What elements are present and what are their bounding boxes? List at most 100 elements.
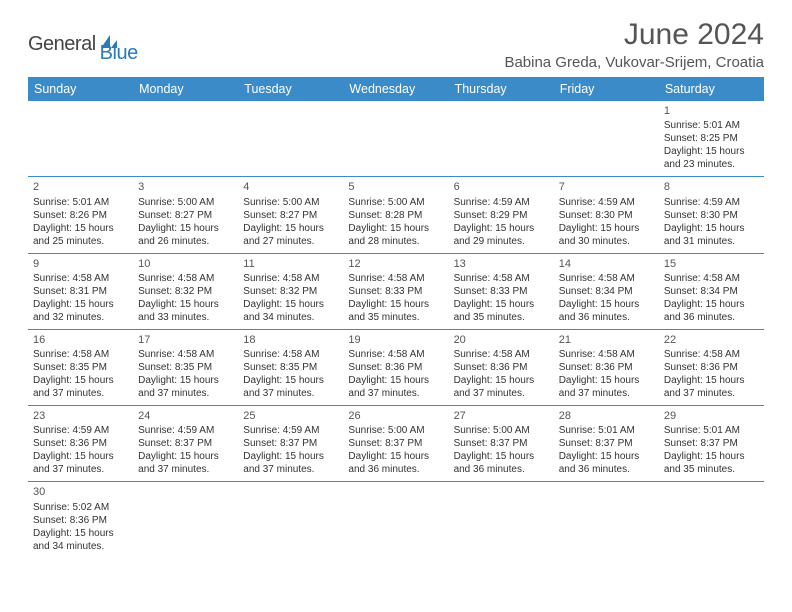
daylight-text-1: Daylight: 15 hours: [348, 222, 443, 235]
day-number: 19: [348, 333, 443, 347]
day-number: 17: [138, 333, 233, 347]
week-row: 16Sunrise: 4:58 AMSunset: 8:35 PMDayligh…: [28, 329, 764, 405]
sunrise-text: Sunrise: 5:01 AM: [664, 119, 759, 132]
daylight-text-2: and 25 minutes.: [33, 235, 128, 248]
day-header: Wednesday: [343, 77, 448, 101]
daylight-text-1: Daylight: 15 hours: [33, 450, 128, 463]
daylight-text-1: Daylight: 15 hours: [559, 298, 654, 311]
daylight-text-2: and 32 minutes.: [33, 311, 128, 324]
sunset-text: Sunset: 8:37 PM: [454, 437, 549, 450]
day-cell: 8Sunrise: 4:59 AMSunset: 8:30 PMDaylight…: [659, 177, 764, 253]
sunrise-text: Sunrise: 4:58 AM: [664, 272, 759, 285]
daylight-text-2: and 35 minutes.: [664, 463, 759, 476]
sunset-text: Sunset: 8:36 PM: [454, 361, 549, 374]
daylight-text-2: and 36 minutes.: [559, 311, 654, 324]
sunrise-text: Sunrise: 4:58 AM: [348, 348, 443, 361]
daylight-text-2: and 29 minutes.: [454, 235, 549, 248]
day-header: Friday: [554, 77, 659, 101]
day-cell: 10Sunrise: 4:58 AMSunset: 8:32 PMDayligh…: [133, 253, 238, 329]
day-cell: 20Sunrise: 4:58 AMSunset: 8:36 PMDayligh…: [449, 329, 554, 405]
day-cell: 2Sunrise: 5:01 AMSunset: 8:26 PMDaylight…: [28, 177, 133, 253]
daylight-text-1: Daylight: 15 hours: [33, 222, 128, 235]
day-number: 15: [664, 257, 759, 271]
daylight-text-1: Daylight: 15 hours: [348, 450, 443, 463]
sunrise-text: Sunrise: 4:59 AM: [559, 196, 654, 209]
sunrise-text: Sunrise: 4:58 AM: [243, 272, 338, 285]
empty-cell: [554, 482, 659, 558]
sunrise-text: Sunrise: 5:00 AM: [138, 196, 233, 209]
daylight-text-2: and 34 minutes.: [243, 311, 338, 324]
day-number: 23: [33, 409, 128, 423]
daylight-text-2: and 26 minutes.: [138, 235, 233, 248]
day-cell: 28Sunrise: 5:01 AMSunset: 8:37 PMDayligh…: [554, 406, 659, 482]
daylight-text-1: Daylight: 15 hours: [33, 298, 128, 311]
sunset-text: Sunset: 8:37 PM: [138, 437, 233, 450]
daylight-text-1: Daylight: 15 hours: [243, 222, 338, 235]
day-header: Sunday: [28, 77, 133, 101]
sunset-text: Sunset: 8:37 PM: [559, 437, 654, 450]
sunrise-text: Sunrise: 4:59 AM: [33, 424, 128, 437]
sunset-text: Sunset: 8:35 PM: [243, 361, 338, 374]
sunset-text: Sunset: 8:34 PM: [559, 285, 654, 298]
daylight-text-2: and 37 minutes.: [348, 387, 443, 400]
empty-cell: [238, 482, 343, 558]
sunset-text: Sunset: 8:37 PM: [664, 437, 759, 450]
day-cell: 17Sunrise: 4:58 AMSunset: 8:35 PMDayligh…: [133, 329, 238, 405]
daylight-text-1: Daylight: 15 hours: [33, 527, 128, 540]
daylight-text-1: Daylight: 15 hours: [348, 374, 443, 387]
empty-cell: [449, 101, 554, 177]
daylight-text-1: Daylight: 15 hours: [664, 222, 759, 235]
day-cell: 30Sunrise: 5:02 AMSunset: 8:36 PMDayligh…: [28, 482, 133, 558]
day-cell: 29Sunrise: 5:01 AMSunset: 8:37 PMDayligh…: [659, 406, 764, 482]
daylight-text-2: and 31 minutes.: [664, 235, 759, 248]
empty-cell: [28, 101, 133, 177]
sunset-text: Sunset: 8:33 PM: [454, 285, 549, 298]
daylight-text-2: and 36 minutes.: [664, 311, 759, 324]
sunset-text: Sunset: 8:32 PM: [138, 285, 233, 298]
day-cell: 3Sunrise: 5:00 AMSunset: 8:27 PMDaylight…: [133, 177, 238, 253]
logo-text-blue: Blue: [100, 42, 138, 65]
sunset-text: Sunset: 8:36 PM: [33, 437, 128, 450]
sunrise-text: Sunrise: 4:58 AM: [243, 348, 338, 361]
sunset-text: Sunset: 8:32 PM: [243, 285, 338, 298]
daylight-text-1: Daylight: 15 hours: [138, 450, 233, 463]
daylight-text-2: and 36 minutes.: [348, 463, 443, 476]
day-number: 24: [138, 409, 233, 423]
day-number: 27: [454, 409, 549, 423]
day-number: 12: [348, 257, 443, 271]
daylight-text-2: and 35 minutes.: [454, 311, 549, 324]
page-title: June 2024: [504, 18, 764, 52]
location-text: Babina Greda, Vukovar-Srijem, Croatia: [504, 54, 764, 71]
day-number: 25: [243, 409, 338, 423]
day-cell: 6Sunrise: 4:59 AMSunset: 8:29 PMDaylight…: [449, 177, 554, 253]
daylight-text-2: and 37 minutes.: [664, 387, 759, 400]
sunrise-text: Sunrise: 4:59 AM: [454, 196, 549, 209]
sunrise-text: Sunrise: 4:58 AM: [559, 348, 654, 361]
daylight-text-1: Daylight: 15 hours: [454, 374, 549, 387]
daylight-text-1: Daylight: 15 hours: [243, 450, 338, 463]
empty-cell: [343, 101, 448, 177]
sunrise-text: Sunrise: 5:00 AM: [348, 424, 443, 437]
daylight-text-2: and 36 minutes.: [454, 463, 549, 476]
day-cell: 7Sunrise: 4:59 AMSunset: 8:30 PMDaylight…: [554, 177, 659, 253]
day-number: 10: [138, 257, 233, 271]
sunset-text: Sunset: 8:36 PM: [664, 361, 759, 374]
daylight-text-1: Daylight: 15 hours: [33, 374, 128, 387]
sunrise-text: Sunrise: 4:59 AM: [664, 196, 759, 209]
daylight-text-1: Daylight: 15 hours: [348, 298, 443, 311]
daylight-text-2: and 27 minutes.: [243, 235, 338, 248]
daylight-text-1: Daylight: 15 hours: [138, 374, 233, 387]
daylight-text-2: and 23 minutes.: [664, 158, 759, 171]
logo: General Blue: [28, 18, 138, 65]
logo-text-general: General: [28, 33, 96, 56]
day-number: 20: [454, 333, 549, 347]
day-number: 1: [664, 104, 759, 118]
day-number: 26: [348, 409, 443, 423]
day-cell: 4Sunrise: 5:00 AMSunset: 8:27 PMDaylight…: [238, 177, 343, 253]
day-cell: 13Sunrise: 4:58 AMSunset: 8:33 PMDayligh…: [449, 253, 554, 329]
sunset-text: Sunset: 8:26 PM: [33, 209, 128, 222]
daylight-text-2: and 28 minutes.: [348, 235, 443, 248]
day-header: Saturday: [659, 77, 764, 101]
daylight-text-1: Daylight: 15 hours: [138, 298, 233, 311]
day-cell: 21Sunrise: 4:58 AMSunset: 8:36 PMDayligh…: [554, 329, 659, 405]
